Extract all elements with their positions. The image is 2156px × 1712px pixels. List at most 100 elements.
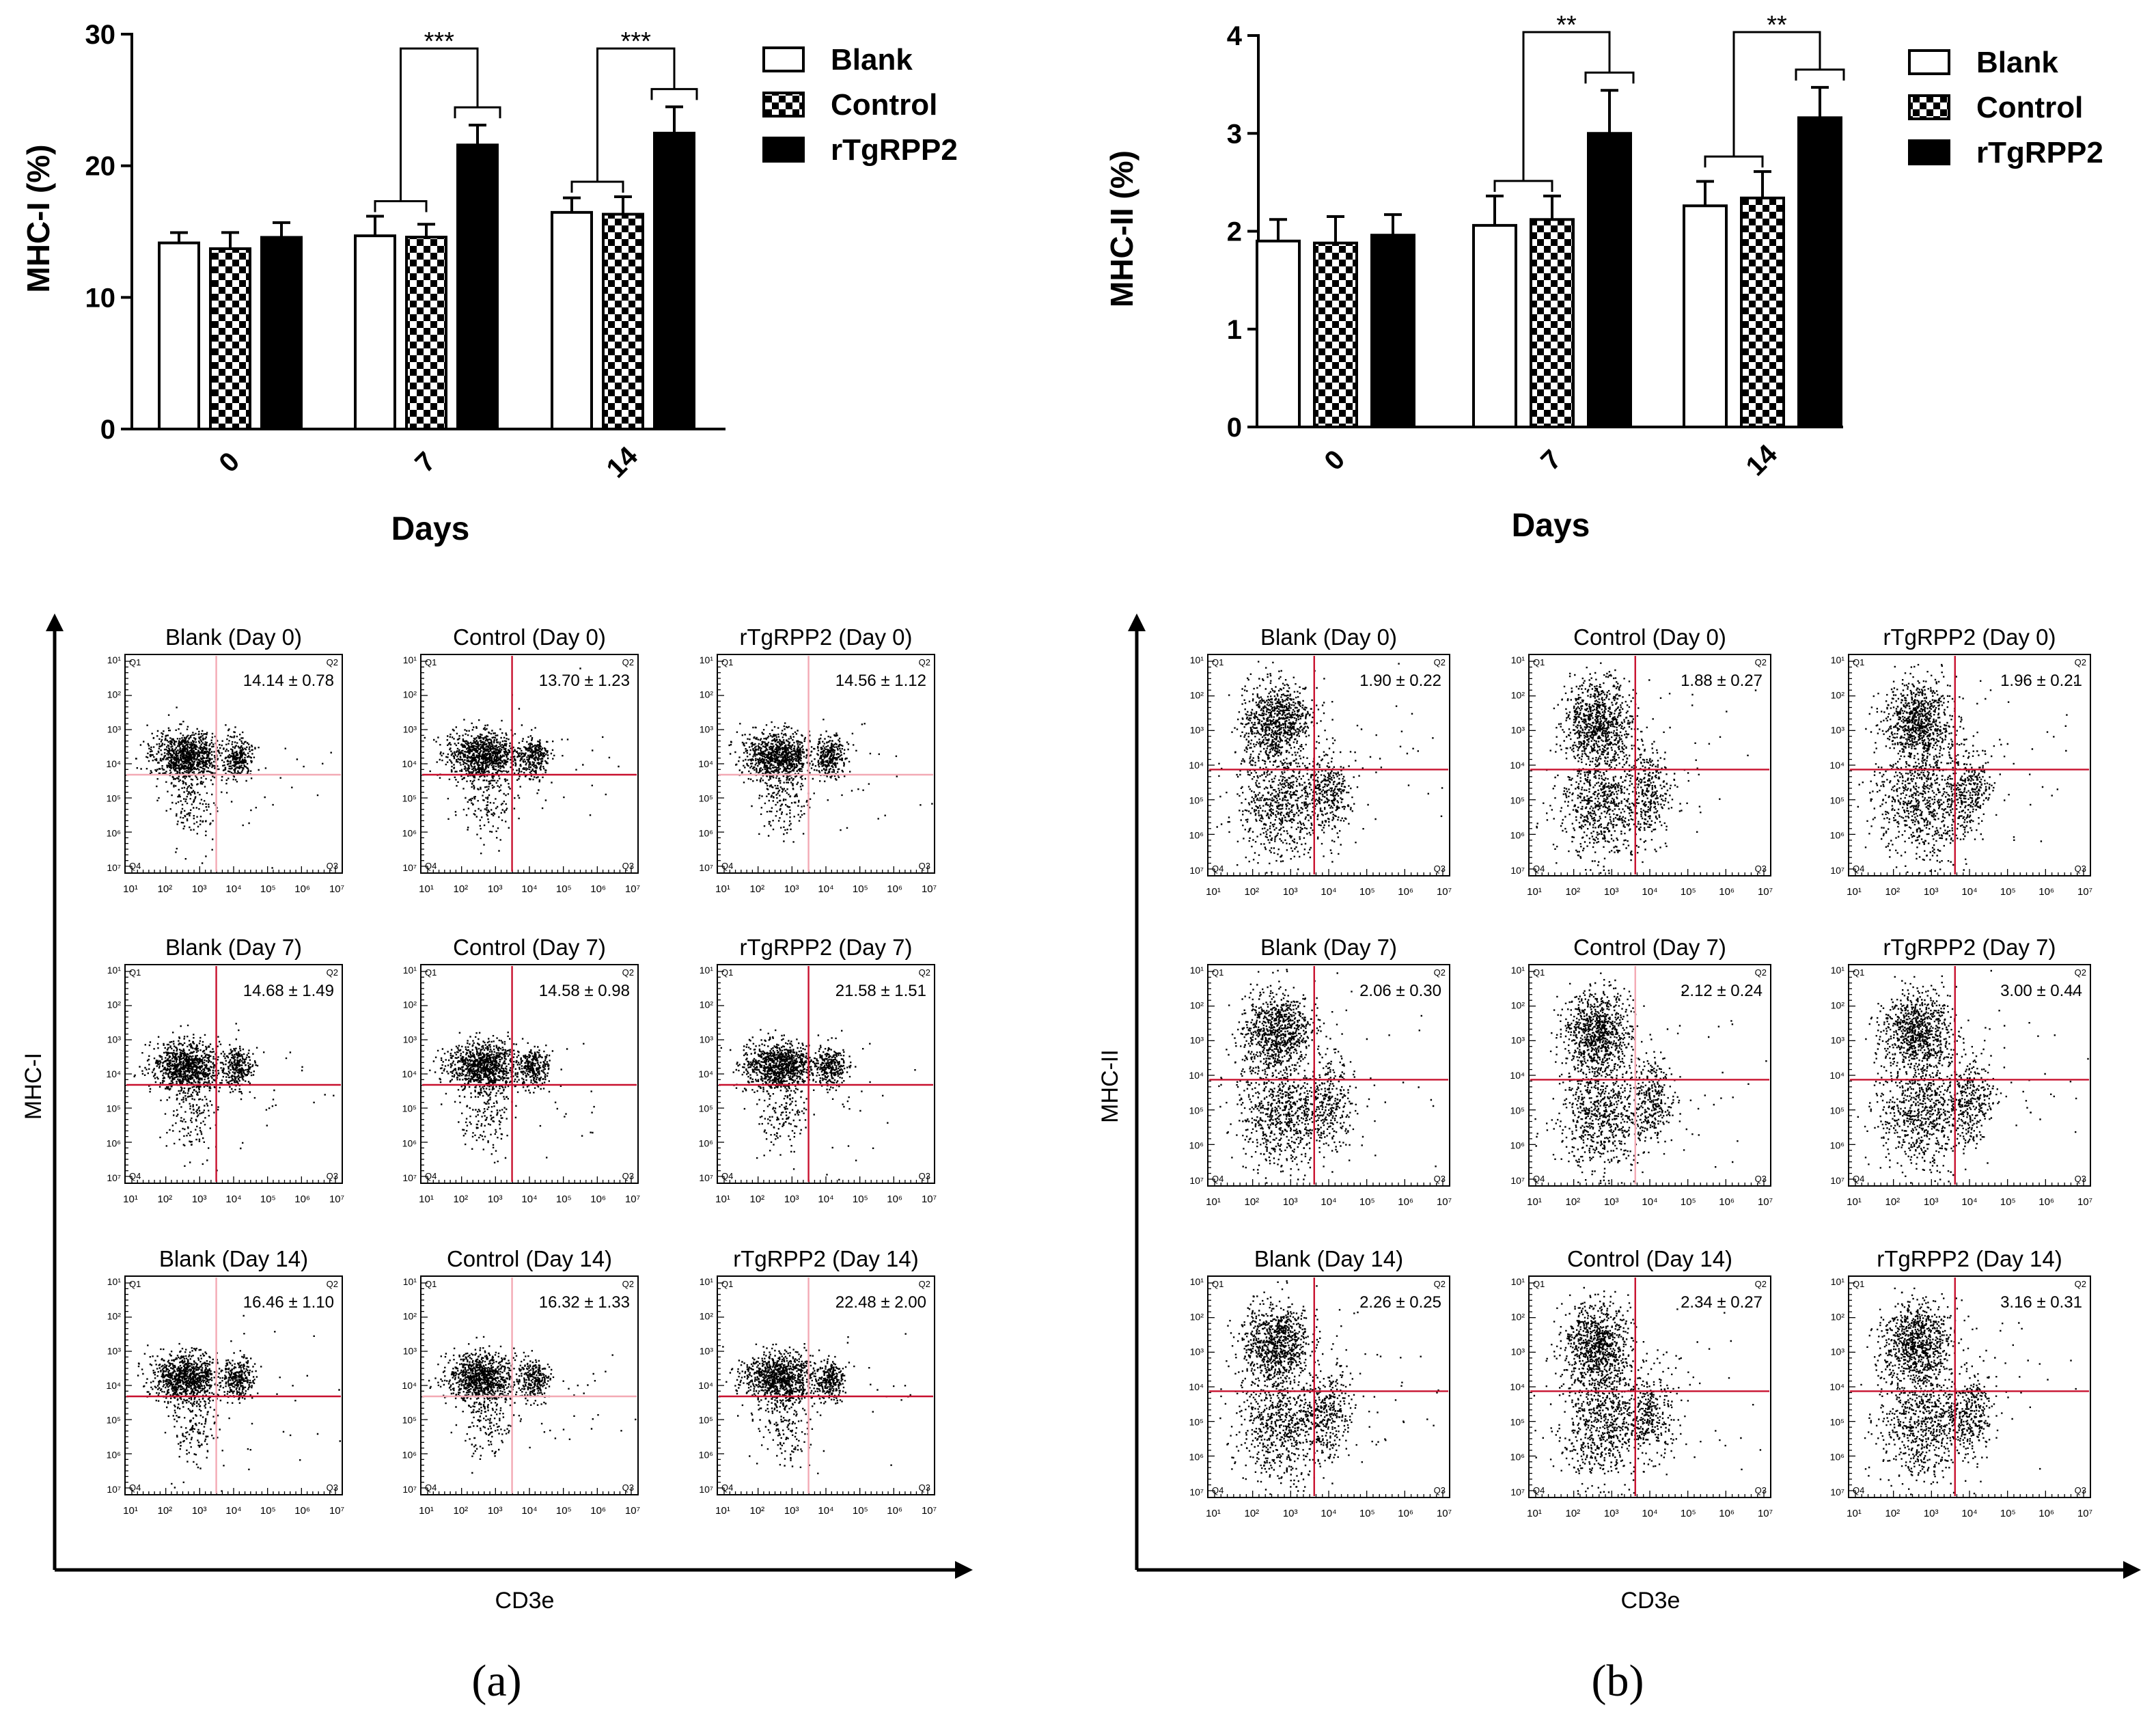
quadrant-label: Q1 <box>129 1279 141 1289</box>
x-tick-label: 10⁴ <box>818 1193 833 1205</box>
y-tick-label: 10² <box>1511 1311 1525 1322</box>
x-tick-label: 10¹ <box>1206 1508 1221 1519</box>
quadrant-label: Q3 <box>2075 864 2086 874</box>
dot-plot: rTgRPP2 (Day 14) 10¹ 10⁷ 10² 10⁶ 10³ 10⁵ 10⁴ 10⁴… <box>1829 1246 2092 1519</box>
significance-bracket <box>1732 31 1821 157</box>
bar-blank-7 <box>354 234 396 430</box>
legend-label: Control <box>831 88 937 122</box>
dot-plot: Control (Day 0)10¹10⁷10²10⁶10³10⁵10⁴10⁴1… <box>1510 624 1773 898</box>
flow-panel-a: MHC-I CD3e Blank (Day 0)10¹10⁷10²10⁶10³1… <box>20 613 973 1614</box>
x-tick-label: 10¹ <box>1206 886 1221 898</box>
x-tick-label: 10² <box>749 1505 764 1517</box>
dot-plot: Blank (Day 0)10¹10⁷10²10⁶10³10⁵10⁴10⁴10⁵… <box>106 624 344 895</box>
y-tick-label: 10⁷ <box>107 1484 121 1495</box>
x-axis-arrowhead <box>2123 1561 2141 1579</box>
y-tick-label: 3 <box>1227 119 1242 149</box>
quadrant-percentage: 1.90 ± 0.22 <box>1359 672 1441 690</box>
y-tick-label: 10⁷ <box>1189 865 1204 876</box>
y-tick-label: 10⁵ <box>107 1103 121 1114</box>
event-dots <box>722 1333 911 1474</box>
y-tick-label: 10³ <box>1831 725 1845 736</box>
quadrant-label: Q3 <box>1434 864 1446 874</box>
quadrant-percentage: 13.70 ± 1.23 <box>539 672 630 690</box>
y-tick-label: 10⁵ <box>1510 795 1525 805</box>
quadrant-percentage: 1.88 ± 0.27 <box>1681 672 1763 690</box>
y-tick-label: 10² <box>1190 1311 1204 1322</box>
bar-blank-0 <box>158 241 200 430</box>
x-tick-label: 10² <box>1244 1196 1259 1208</box>
significance-label: ** <box>1556 11 1577 40</box>
quadrant-label: Q3 <box>919 861 930 871</box>
bar-rtgrpp2-0 <box>260 236 303 430</box>
x-tick-label: 10¹ <box>1527 886 1542 898</box>
x-tick-label: 10⁷ <box>1758 886 1773 898</box>
x-tick-label: 10⁵ <box>260 1505 276 1517</box>
dot-plot: Control (Day 7)10¹10⁷10²10⁶10³10⁵10⁴10⁴1… <box>1510 935 1773 1208</box>
y-tick-label: 10² <box>403 999 417 1010</box>
y-tick-label: 10⁵ <box>1189 1416 1204 1427</box>
quadrant-label: Q1 <box>1533 1279 1545 1289</box>
significance-bracket <box>596 47 676 182</box>
y-tick-label: 10⁶ <box>1189 1140 1204 1151</box>
y-tick-label: 10⁴ <box>1829 760 1844 771</box>
x-tick-label: 10¹ <box>1527 1508 1542 1519</box>
x-tick-label: 10⁵ <box>260 1193 276 1205</box>
y-tick-label: 2 <box>1227 217 1242 247</box>
y-tick-label: 10² <box>1190 689 1204 700</box>
x-tick-label: 10² <box>453 1505 468 1517</box>
quadrant-label: Q3 <box>327 1482 338 1493</box>
x-tick-label: 10² <box>1885 886 1900 898</box>
x-tick-label: 10⁶ <box>294 1505 310 1517</box>
legend-swatch <box>1908 94 1950 120</box>
y-tick-label: 10² <box>700 689 714 700</box>
y-tick-label: 10⁴ <box>402 758 417 769</box>
x-tick-label: 10³ <box>1283 886 1298 898</box>
x-tick-label: 10¹ <box>1527 1196 1542 1208</box>
comparison-bracket <box>374 199 428 212</box>
x-tick-label: 10⁷ <box>2077 1196 2092 1208</box>
quadrant-label: Q4 <box>425 861 437 871</box>
y-tick-label: 10³ <box>1190 725 1204 736</box>
quadrant-percentage: 22.48 ± 2.00 <box>835 1293 926 1312</box>
quadrant-label: Q4 <box>721 1482 733 1493</box>
x-tick-label: 10⁶ <box>887 1193 902 1205</box>
y-tick-label: 4 <box>1227 21 1243 51</box>
y-tick-label: 10¹ <box>107 1276 122 1287</box>
y-tick-label: 10⁶ <box>699 1449 713 1460</box>
x-tick-label: 10⁵ <box>853 1505 868 1517</box>
plot-title: rTgRPP2 (Day 7) <box>1883 935 2056 960</box>
dot-plot: rTgRPP2 (Day 7)10¹10⁷10²10⁶10³10⁵10⁴10⁴1… <box>698 935 937 1205</box>
quadrant-label: Q2 <box>327 967 338 978</box>
dot-plot: Control (Day 14)10¹10⁷10²10⁶10³10⁵10⁴10⁴… <box>1510 1246 1773 1519</box>
y-tick-label: 10⁵ <box>699 793 713 804</box>
quadrant-label: Q1 <box>425 967 437 978</box>
x-tick-label: 10² <box>1565 1196 1580 1208</box>
dot-plot: Blank (Day 14)10¹10⁷10²10⁶10³10⁵10⁴10⁴10… <box>106 1246 344 1517</box>
y-tick-label: 10¹ <box>107 965 122 976</box>
y-tick-label: 10⁶ <box>1830 830 1844 841</box>
x-tick-label: 10⁵ <box>853 1193 868 1205</box>
dot-plot: rTgRPP2 (Day 0)10¹10⁷10²10⁶10³10⁵10⁴10⁴1… <box>698 624 937 895</box>
y-tick-label: 10⁶ <box>699 1137 713 1148</box>
y-tick-label: 10⁷ <box>699 862 713 873</box>
y-tick-label: 10³ <box>1511 725 1525 736</box>
y-tick-label: 10⁶ <box>402 1137 417 1148</box>
y-tick-label: 10⁶ <box>1189 830 1204 841</box>
plot-frame <box>124 654 343 874</box>
dot-plot: Control (Day 7)10¹10⁷10²10⁶10³10⁵10⁴10⁴1… <box>402 935 640 1205</box>
dot-plot: rTgRPP2 (Day 0)10¹10⁷10²10⁶10³10⁵10⁴10⁴1… <box>1829 624 2092 898</box>
plot-title: Blank (Day 14) <box>159 1246 308 1271</box>
quadrant-label: Q3 <box>622 1482 634 1493</box>
plot-frame <box>1207 964 1450 1187</box>
y-tick-label: 10⁵ <box>1830 795 1844 805</box>
dot-plot: Control (Day 14)10¹10⁷10²10⁶10³10⁵10⁴10⁴… <box>402 1246 640 1517</box>
quadrant-label: Q1 <box>1212 1279 1224 1289</box>
y-tick-label: 10⁷ <box>402 862 417 873</box>
quadrant-label: Q3 <box>327 861 338 871</box>
x-axis-arrowhead <box>955 1561 973 1579</box>
x-tick-label: 10⁴ <box>521 1505 537 1517</box>
quadrant-percentage: 2.12 ± 0.24 <box>1681 982 1763 1000</box>
y-tick-label: 10⁷ <box>402 1484 417 1495</box>
quadrant-percentage: 14.58 ± 0.98 <box>539 982 630 1000</box>
y-tick-label: 10⁵ <box>699 1103 713 1114</box>
